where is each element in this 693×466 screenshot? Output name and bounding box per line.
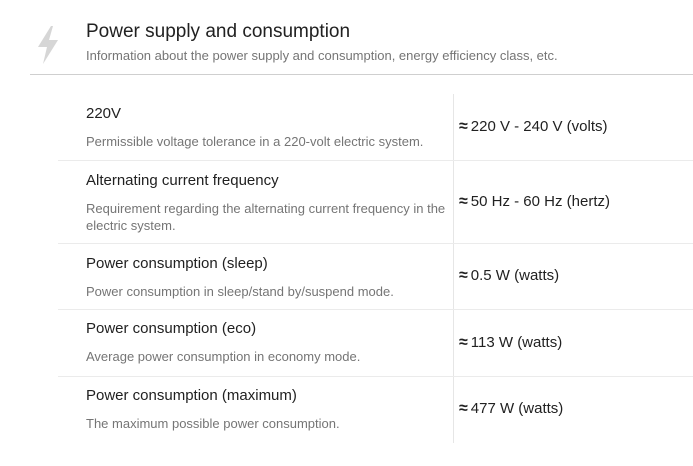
section-subtitle: Information about the power supply and c… [86, 48, 558, 63]
approx-symbol: ≈ [459, 334, 468, 351]
row-divider [58, 309, 693, 310]
spec-value: ≈477 W (watts) [459, 400, 563, 418]
spec-value: ≈220 V - 240 V (volts) [459, 118, 608, 136]
table-row: Alternating current frequency Requiremen… [58, 161, 693, 244]
spec-value-text: 0.5 W (watts) [470, 267, 560, 284]
spec-description: Requirement regarding the alternating cu… [86, 201, 446, 233]
approx-symbol: ≈ [459, 193, 468, 210]
approx-symbol: ≈ [459, 118, 468, 135]
table-row: Power consumption (eco) Average power co… [58, 310, 693, 377]
spec-name: Power consumption (sleep) [86, 255, 268, 272]
spec-description: Average power consumption in economy mod… [86, 349, 361, 364]
spec-value: ≈50 Hz - 60 Hz (hertz) [459, 193, 610, 211]
spec-name: Alternating current frequency [86, 172, 279, 189]
column-divider [453, 94, 454, 443]
spec-value: ≈0.5 W (watts) [459, 267, 559, 285]
approx-symbol: ≈ [459, 267, 468, 284]
spec-value-text: 477 W (watts) [470, 400, 564, 417]
spec-value-text: 220 V - 240 V (volts) [470, 118, 608, 135]
header-divider [30, 74, 693, 75]
spec-value-text: 113 W (watts) [470, 334, 563, 351]
spec-description: Permissible voltage tolerance in a 220-v… [86, 134, 424, 149]
spec-name: Power consumption (eco) [86, 320, 257, 337]
section-title: Power supply and consumption [86, 21, 351, 42]
approx-symbol: ≈ [459, 400, 468, 417]
table-row: Power consumption (maximum) The maximum … [58, 377, 693, 443]
table-row: Power consumption (sleep) Power consumpt… [58, 244, 693, 310]
spec-description: Power consumption in sleep/stand by/susp… [86, 284, 394, 299]
row-divider [58, 243, 693, 244]
spec-description: The maximum possible power consumption. [86, 416, 340, 431]
row-divider [58, 160, 693, 161]
spec-value-text: 50 Hz - 60 Hz (hertz) [470, 193, 610, 210]
spec-name: 220V [86, 105, 122, 122]
spec-value: ≈113 W (watts) [459, 334, 562, 352]
row-divider [58, 376, 693, 377]
table-row: 220V Permissible voltage tolerance in a … [58, 94, 693, 161]
spec-name: Power consumption (maximum) [86, 387, 297, 404]
lightning-bolt-icon [38, 26, 58, 64]
section-header: Power supply and consumption Information… [0, 0, 693, 75]
